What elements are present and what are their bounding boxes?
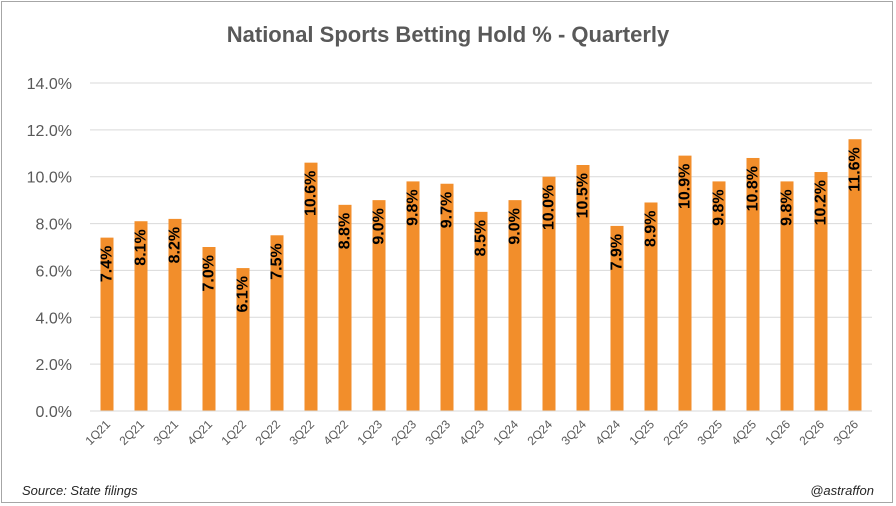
y-tick-label: 6.0%: [36, 263, 72, 280]
bar: [678, 155, 692, 411]
y-tick-label: 8.0%: [36, 217, 72, 234]
x-tick-label: 2Q25: [660, 417, 691, 448]
bar: [338, 204, 352, 411]
data-label: 8.5%: [473, 220, 490, 256]
x-tick-label: 1Q23: [354, 417, 385, 448]
data-label: 7.4%: [99, 246, 116, 282]
data-label: 9.7%: [439, 192, 456, 228]
y-tick-label: 4.0%: [36, 310, 72, 327]
data-label: 10.8%: [745, 166, 762, 211]
x-tick-label: 1Q22: [218, 417, 249, 448]
data-label: 7.5%: [269, 243, 286, 279]
bar: [848, 139, 862, 411]
data-label: 8.8%: [337, 213, 354, 249]
data-label: 10.2%: [813, 180, 830, 225]
bar: [304, 162, 318, 411]
bar: [406, 181, 420, 411]
x-tick-label: 3Q22: [286, 417, 317, 448]
data-label: 10.6%: [303, 171, 320, 216]
bar: [746, 157, 760, 411]
bar: [202, 247, 216, 411]
x-tick-label: 4Q22: [320, 417, 351, 448]
bar: [474, 211, 488, 411]
data-label: 9.8%: [405, 189, 422, 225]
data-label: 9.0%: [507, 208, 524, 244]
bar: [236, 268, 250, 411]
x-tick-label: 4Q23: [456, 417, 487, 448]
bar: [780, 181, 794, 411]
x-tick-label: 4Q21: [184, 417, 215, 448]
data-label: 7.9%: [609, 234, 626, 270]
data-label: 11.6%: [847, 147, 864, 191]
bar: [610, 225, 624, 411]
x-tick-label: 2Q24: [524, 417, 555, 448]
data-label: 9.0%: [371, 208, 388, 244]
x-tick-label: 1Q25: [626, 417, 657, 448]
x-tick-label: 4Q24: [592, 417, 623, 448]
x-tick-label: 3Q25: [694, 417, 725, 448]
bar: [168, 218, 182, 411]
y-tick-label: 0.0%: [36, 404, 72, 421]
bar: [440, 183, 454, 411]
y-tick-label: 12.0%: [27, 123, 72, 140]
x-tick-label: 4Q25: [728, 417, 759, 448]
data-label: 8.2%: [167, 227, 184, 263]
data-label: 8.9%: [643, 210, 660, 246]
x-tick-label: 1Q26: [762, 417, 793, 448]
y-tick-label: 2.0%: [36, 357, 72, 374]
bar: [542, 176, 556, 411]
bar: [134, 221, 148, 411]
x-tick-label: 1Q24: [490, 417, 521, 448]
data-label: 10.9%: [677, 164, 694, 209]
data-label: 7.0%: [201, 255, 218, 291]
bar: [712, 181, 726, 411]
bar: [270, 235, 284, 411]
bar: [372, 200, 386, 411]
data-label: 9.8%: [711, 189, 728, 225]
bar: [100, 237, 114, 411]
source-note: Source: State filings: [22, 483, 138, 498]
x-tick-label: 3Q24: [558, 417, 589, 448]
y-tick-label: 10.0%: [27, 170, 72, 187]
x-tick-label: 2Q21: [116, 417, 147, 448]
x-tick-label: 2Q23: [388, 417, 419, 448]
bar: [644, 202, 658, 411]
author-credit: @astraffon: [810, 483, 874, 498]
data-label: 9.8%: [779, 189, 796, 225]
data-label: 10.0%: [541, 185, 558, 230]
x-tick-label: 3Q23: [422, 417, 453, 448]
x-tick-label: 3Q26: [830, 417, 861, 448]
data-label: 6.1%: [235, 276, 252, 312]
x-tick-label: 2Q26: [796, 417, 827, 448]
data-label: 8.1%: [133, 229, 150, 265]
bar: [814, 172, 828, 411]
x-tick-label: 3Q21: [150, 417, 181, 448]
x-tick-label: 2Q22: [252, 417, 283, 448]
bar: [576, 165, 590, 411]
x-tick-label: 1Q21: [82, 417, 113, 448]
data-label: 10.5%: [575, 173, 592, 218]
y-tick-label: 14.0%: [27, 76, 72, 93]
chart-title: National Sports Betting Hold % - Quarter…: [226, 22, 670, 47]
bar: [508, 200, 522, 411]
